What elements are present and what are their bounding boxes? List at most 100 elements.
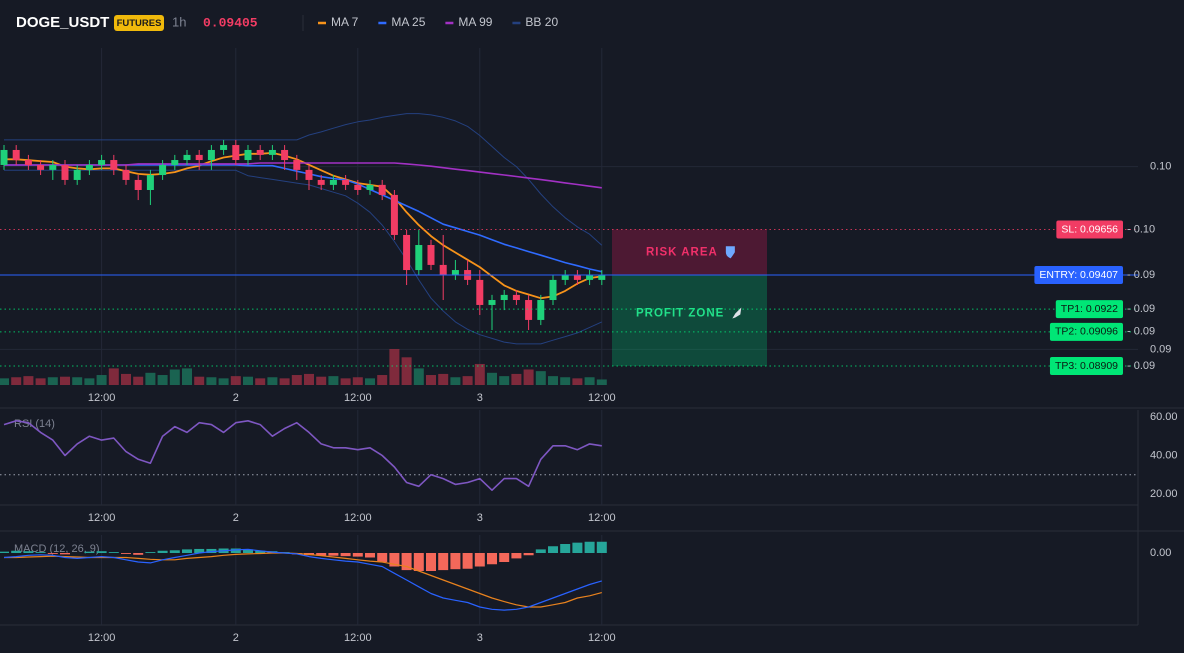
histogram-bar [523, 553, 534, 556]
candle-body [122, 169, 130, 180]
candle-body [451, 270, 459, 275]
candle-body [159, 164, 167, 176]
histogram-bar [328, 553, 339, 556]
histogram-bar [487, 553, 497, 565]
level-label-box [1034, 265, 1123, 284]
volume-bar [279, 378, 290, 385]
histogram-bar [182, 549, 192, 553]
candle-body [73, 169, 81, 180]
volume-bar [560, 377, 571, 385]
volume-bar [72, 377, 83, 385]
level-label: ENTRY: 0.09407 [1039, 269, 1118, 281]
volume-bar [328, 376, 339, 385]
volume-bar [535, 371, 546, 385]
histogram-bar [426, 553, 436, 571]
candle-body [110, 160, 118, 170]
badge-bg [114, 15, 164, 31]
volume-bar [255, 378, 266, 385]
candle-body [183, 154, 191, 161]
histogram-bar [474, 553, 485, 567]
signal-line [4, 552, 602, 608]
histogram-bar [11, 550, 22, 553]
volume-bar [84, 378, 95, 385]
histogram-bar [438, 553, 449, 571]
level-axis-label: - 0.09 [1127, 326, 1155, 338]
level-label-box [1055, 300, 1123, 319]
y-tick-label: 40.00 [1150, 449, 1178, 461]
volume-bar [426, 375, 436, 385]
legend-entry: MA 99 [458, 15, 492, 29]
histogram-bar [316, 553, 327, 556]
ma-line [4, 152, 602, 300]
histogram-bar [169, 550, 180, 553]
candle-body [342, 179, 350, 185]
histogram-bar [389, 553, 400, 567]
histogram-bar [230, 548, 241, 553]
legend-entry: MA 25 [391, 15, 425, 29]
x-tick-label: 12:00 [88, 512, 116, 524]
candle-body [378, 184, 386, 195]
candle-body [586, 274, 594, 280]
pane-title: MACD (12, 26, 9) [14, 543, 100, 555]
volume-bar [0, 378, 9, 385]
candle-body [390, 194, 398, 235]
volume-bar [462, 376, 473, 385]
candle-body [61, 164, 69, 180]
symbol: DOGE_USDT [16, 14, 109, 31]
volume-bar [47, 377, 58, 385]
candle-body [293, 160, 301, 170]
last-price: 0.09405 [203, 15, 258, 30]
level-label: SL: 0.09656 [1061, 223, 1118, 235]
histogram-bar [401, 553, 412, 571]
volume-bar [438, 373, 449, 385]
histogram-bar [413, 553, 424, 571]
candle-body [0, 149, 8, 165]
volume-bar [243, 376, 253, 385]
candle-body [268, 149, 276, 155]
level-label: TP1: 0.0922 [1061, 303, 1118, 315]
candle-body [403, 234, 411, 271]
histogram-bar [548, 546, 558, 553]
candle-body [537, 300, 545, 320]
volume-bar [596, 379, 607, 385]
histogram-bar [206, 548, 217, 553]
level-label: TP3: 0.08909 [1055, 360, 1118, 372]
volume-bar [206, 377, 217, 385]
histogram-bar [145, 552, 156, 553]
histogram-bar [535, 549, 546, 553]
y-tick-label: 0.09 [1150, 343, 1171, 355]
volume-bar [511, 373, 522, 385]
candle-body [573, 274, 581, 280]
candle-body [317, 179, 325, 185]
candle-body [354, 184, 362, 191]
histogram-bar [499, 553, 510, 562]
volume-bar [133, 376, 144, 385]
candle-body [366, 184, 374, 191]
histogram-bar [255, 550, 266, 553]
candle-body [98, 160, 106, 165]
candle-body [329, 179, 337, 185]
x-tick-label: 12:00 [344, 392, 372, 404]
badge: FUTURES [117, 18, 162, 29]
histogram-bar [23, 551, 34, 553]
histogram-bar [194, 548, 205, 553]
candle-body [500, 294, 508, 301]
x-tick-label: 12:00 [588, 632, 616, 644]
x-tick-label: 2 [233, 632, 239, 644]
level-axis-label: - 0.09 [1127, 303, 1155, 315]
volume-bar [96, 375, 107, 385]
candle-body [549, 279, 557, 301]
y-tick-label: 20.00 [1150, 488, 1178, 500]
zone-label: RISK AREA [646, 246, 718, 258]
volume-bar [389, 349, 400, 385]
x-tick-label: 3 [477, 632, 483, 644]
volume-bar [523, 369, 534, 385]
legend-entry: MA 7 [331, 15, 359, 29]
candle-body [256, 149, 264, 155]
candle-body [512, 294, 520, 301]
candle-body [476, 279, 484, 305]
x-tick-label: 12:00 [344, 632, 372, 644]
candle-body [232, 145, 240, 161]
rocket-icon [732, 307, 742, 319]
